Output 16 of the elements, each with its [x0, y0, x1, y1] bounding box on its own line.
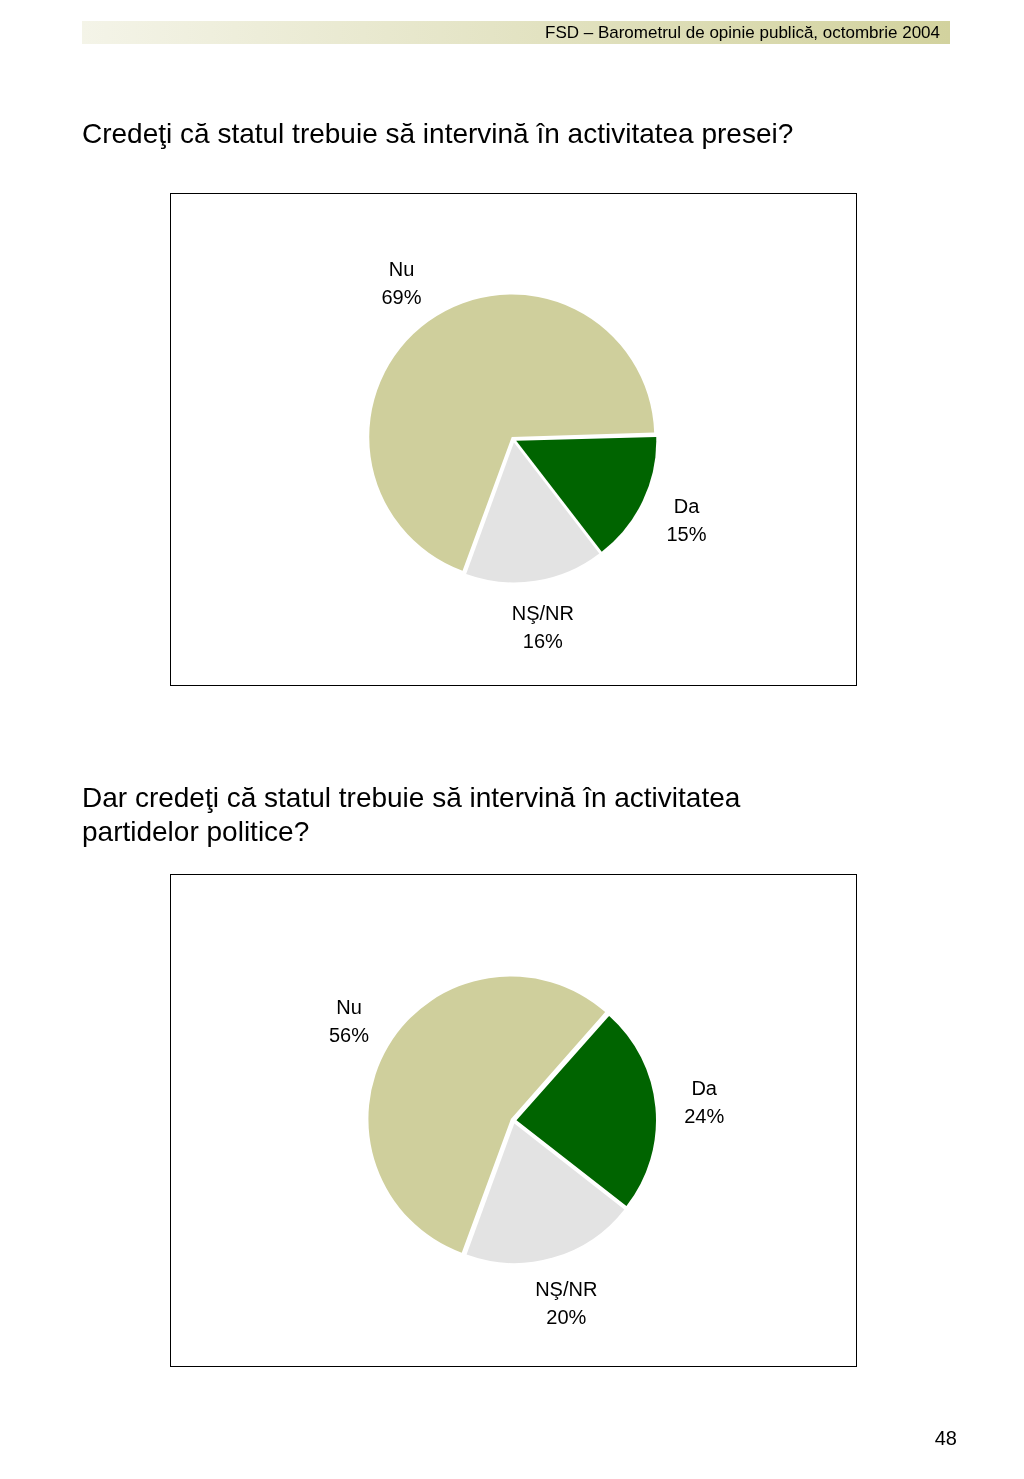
chart-title: Dar credeţi că statul trebuie să intervină în activitatea partidelor politice? — [82, 781, 742, 849]
data-label: 16% — [522, 630, 564, 653]
data-label: 15% — [666, 523, 707, 546]
slice-label: Nu — [388, 257, 415, 280]
slice-label: Da — [673, 495, 701, 518]
slice-label: NŞ/NR — [535, 1278, 598, 1301]
text: 48 — [934, 1426, 957, 1450]
data-label: 69% — [381, 285, 422, 308]
slice-label: NŞ/NR — [511, 602, 574, 625]
slice-label: Nu — [336, 995, 362, 1018]
chart-title: Credeţi că statul trebuie să intervină în activitatea presei? — [82, 117, 795, 151]
slice-label: Da — [691, 1076, 718, 1099]
text: FSD – Barometrul de opinie publică, octombrie 2004 — [545, 22, 940, 44]
data-label: 56% — [328, 1023, 370, 1046]
data-label: 20% — [546, 1306, 587, 1329]
data-label: 24% — [684, 1104, 725, 1127]
